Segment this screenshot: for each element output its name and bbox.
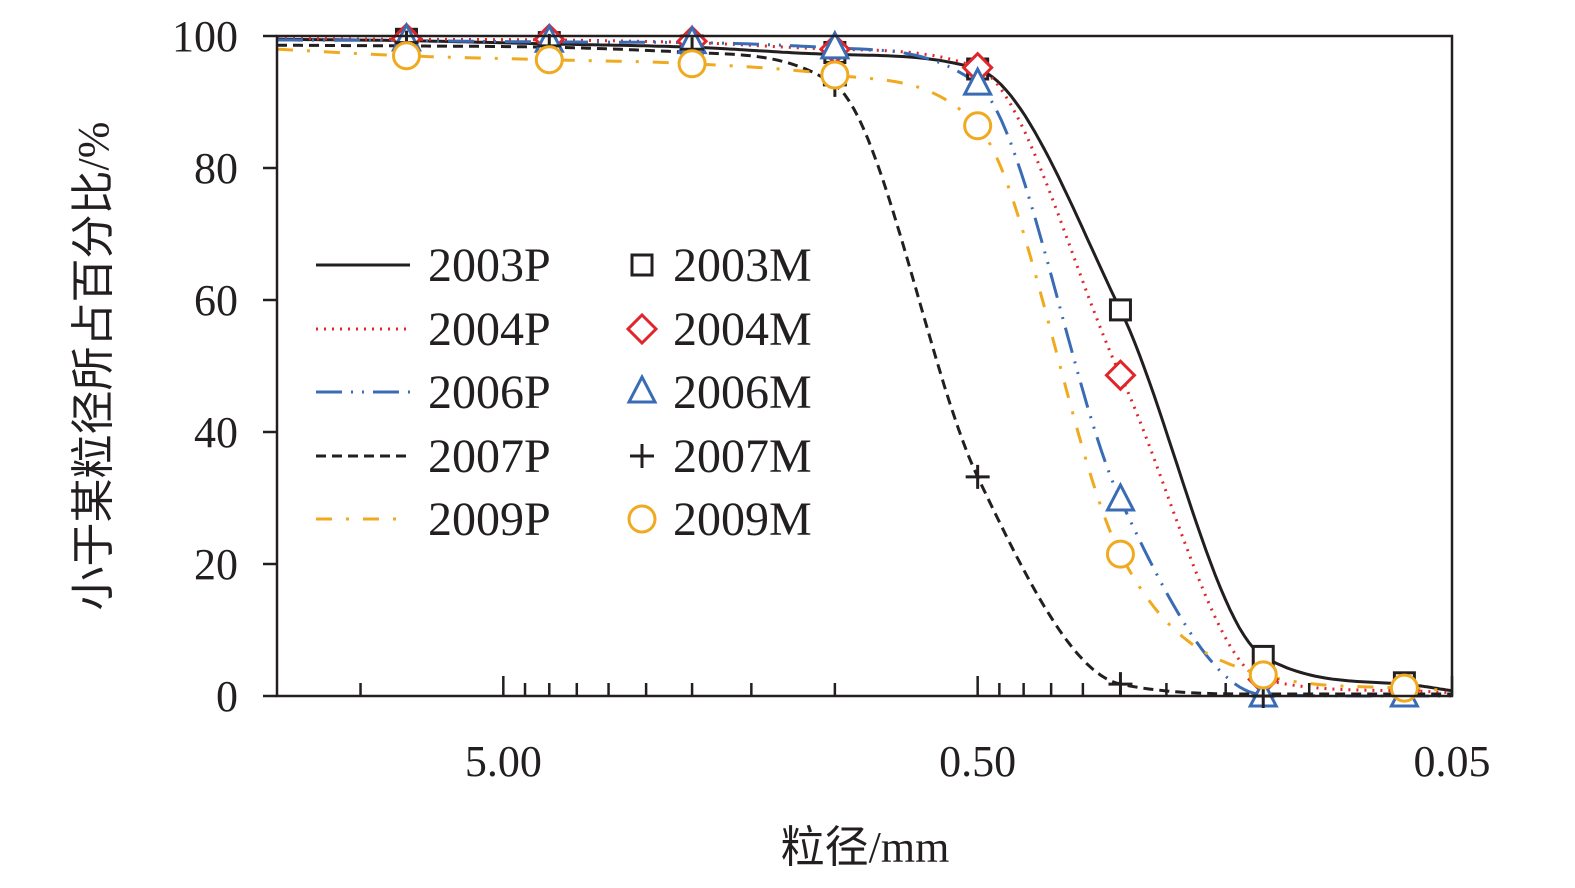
data-point-2006M bbox=[1104, 481, 1136, 512]
legend-marker-2004M bbox=[625, 312, 659, 346]
legend-label: 2006P bbox=[428, 366, 551, 419]
plot-frame bbox=[275, 34, 1454, 698]
data-point-2009M bbox=[391, 41, 421, 71]
legend-marker-2007M bbox=[630, 444, 654, 468]
data-point-2009M bbox=[963, 111, 993, 141]
series-line-2007P bbox=[276, 43, 1452, 696]
series-markers-2009M bbox=[391, 41, 1419, 703]
data-point-2009M bbox=[534, 45, 564, 75]
y-tick-label: 20 bbox=[194, 540, 238, 589]
data-point-2006M bbox=[962, 65, 994, 96]
legend-label: 2009M bbox=[673, 493, 812, 546]
series-markers-2003M bbox=[394, 27, 1416, 695]
legend-label: 2009P bbox=[428, 493, 551, 546]
x-axis-ticks: 5.00 0.50 0.05 bbox=[359, 676, 1491, 786]
legend-label: 2006M bbox=[673, 366, 812, 419]
y-tick-label: 0 bbox=[216, 672, 238, 721]
legend-label: 2007P bbox=[428, 430, 551, 483]
data-point-2009M bbox=[1248, 660, 1278, 690]
y-tick-label: 60 bbox=[194, 276, 238, 325]
y-tick-label: 40 bbox=[194, 408, 238, 457]
legend-label: 2003P bbox=[428, 239, 551, 292]
data-point-2007M bbox=[965, 464, 990, 489]
data-point-2004M bbox=[1104, 359, 1137, 392]
x-tick-label: 5.00 bbox=[465, 737, 542, 786]
series-line-2004P bbox=[276, 37, 1453, 695]
legend-label: 2007M bbox=[673, 430, 812, 483]
legend-label: 2003M bbox=[673, 239, 812, 292]
legend-marker-2003M bbox=[630, 253, 654, 277]
x-tick-label: 0.05 bbox=[1414, 737, 1491, 786]
y-tick-label: 80 bbox=[194, 144, 238, 193]
legend-marker-2009M bbox=[627, 504, 657, 534]
series-line-2009P bbox=[276, 47, 1453, 693]
data-point-2009M bbox=[677, 49, 707, 79]
data-point-2009M bbox=[1389, 673, 1419, 703]
series-line-2003P bbox=[277, 37, 1453, 693]
y-axis-ticks: 0 20 40 60 80 100 bbox=[172, 12, 277, 721]
series-markers-2004M bbox=[390, 22, 1421, 707]
legend-label: 2004M bbox=[673, 303, 812, 356]
legend-label: 2004P bbox=[428, 303, 551, 356]
legend-marker-2006M bbox=[626, 373, 658, 404]
legend: 2003P 2004P 2006P 2007P 2009P 2003M 2004M 2006M… bbox=[316, 239, 812, 546]
y-axis-title: 小于某粒径所占百分比/% bbox=[69, 122, 118, 611]
data-point-2003M bbox=[1108, 298, 1132, 322]
y-tick-label: 100 bbox=[172, 12, 238, 61]
x-axis-title: 粒径/mm bbox=[781, 823, 950, 872]
data-point-2006M bbox=[819, 29, 851, 60]
series-line-2006P bbox=[277, 38, 1452, 698]
x-tick-label: 0.50 bbox=[939, 737, 1016, 786]
data-point-2009M bbox=[1105, 539, 1135, 569]
plot-series bbox=[276, 21, 1453, 708]
data-point-2009M bbox=[820, 60, 850, 90]
